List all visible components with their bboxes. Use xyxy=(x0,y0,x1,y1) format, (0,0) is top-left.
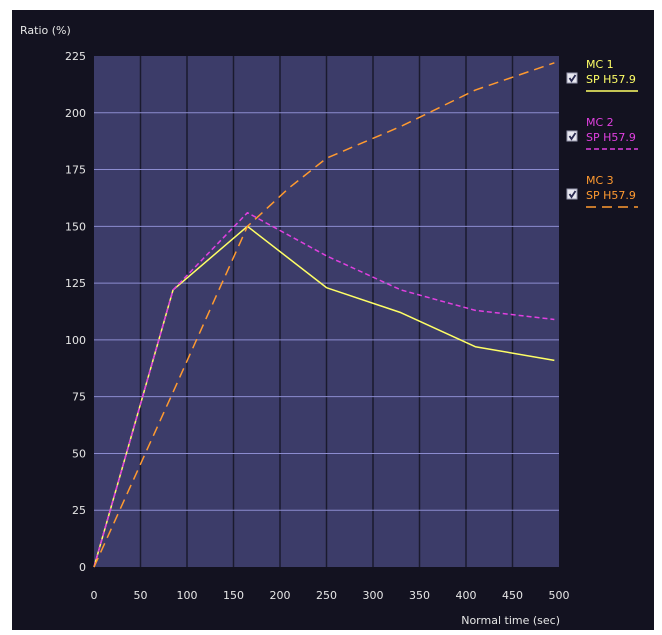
y-tick-label: 0 xyxy=(79,561,86,574)
legend-checkbox-2[interactable] xyxy=(566,130,578,142)
x-tick-label: 400 xyxy=(456,589,477,602)
y-tick-label: 100 xyxy=(65,334,86,347)
legend-label: SP H57.9 xyxy=(586,189,636,202)
y-axis-label: Ratio (%) xyxy=(20,24,71,37)
x-tick-label: 100 xyxy=(177,589,198,602)
x-tick-label: 500 xyxy=(549,589,570,602)
y-tick-label: 225 xyxy=(65,50,86,63)
series-line-3 xyxy=(93,62,555,568)
series-line-2 xyxy=(93,211,555,568)
legend-label: SP H57.9 xyxy=(586,131,636,144)
x-tick-label: 0 xyxy=(91,589,98,602)
checkmark-icon xyxy=(568,132,577,141)
x-axis-label: Normal time (sec) xyxy=(461,614,560,627)
y-tick-label: 50 xyxy=(72,447,86,460)
legend-checkbox-3[interactable] xyxy=(566,188,578,200)
chart-panel: Ratio (%) Normal time (sec) 0 50 100 150 200… xyxy=(12,10,654,630)
checkmark-icon xyxy=(568,190,577,199)
y-tick-label: 150 xyxy=(65,220,86,233)
legend: MC 1 SP H57.9 MC 2 SP H57.9 MC 3 SP H57.9 xyxy=(566,58,638,208)
x-tick-label: 200 xyxy=(270,589,291,602)
y-tick-label: 125 xyxy=(65,277,86,290)
legend-checkbox-1[interactable] xyxy=(566,72,578,84)
x-tick-label: 250 xyxy=(316,589,337,602)
x-tick-label: 150 xyxy=(223,589,244,602)
x-tick-label: 50 xyxy=(134,589,148,602)
checkmark-icon xyxy=(568,74,577,83)
line-chart: Ratio (%) Normal time (sec) 0 50 100 150 200… xyxy=(20,24,638,627)
y-tick-label: 75 xyxy=(72,391,86,404)
y-tick-label: 200 xyxy=(65,107,86,120)
y-tick-label: 25 xyxy=(72,504,86,517)
y-tick-label: 175 xyxy=(65,164,86,177)
legend-label: MC 3 xyxy=(586,174,614,187)
x-tick-label: 350 xyxy=(409,589,430,602)
x-tick-label: 300 xyxy=(363,589,384,602)
plot-area: 0 50 100 150 200 250 300 350 400 450 500 0 25 50 75 100… xyxy=(65,50,570,602)
legend-label: MC 1 xyxy=(586,58,614,71)
x-tick-label: 450 xyxy=(502,589,523,602)
legend-label: MC 2 xyxy=(586,116,614,129)
legend-label: SP H57.9 xyxy=(586,73,636,86)
